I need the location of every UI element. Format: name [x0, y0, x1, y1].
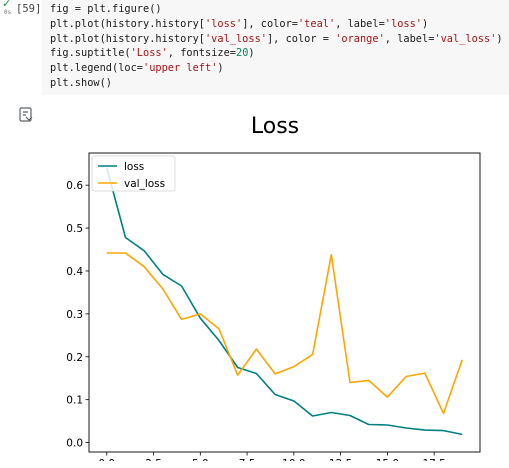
code-token: ) — [496, 32, 503, 45]
x-tick-label: 15.0 — [376, 458, 399, 461]
code-token: plt.plot(history.history[ — [50, 17, 205, 30]
execution-count: [59] — [16, 3, 42, 15]
code-token: 'Loss' — [130, 47, 168, 60]
code-token: 'loss' — [384, 17, 422, 30]
code-line: plt.plot(history.history['val_loss'], co… — [50, 32, 503, 47]
code-line: fig = plt.figure() — [50, 2, 503, 17]
x-tick-label: 0.0 — [98, 458, 115, 461]
code-token: 'orange' — [335, 32, 385, 45]
legend-label: loss — [124, 161, 144, 173]
code-token: 'loss' — [204, 17, 243, 30]
code-token: , fontsize= — [167, 47, 236, 60]
x-tick-label: 5.0 — [192, 458, 209, 461]
output-toggle-icon[interactable] — [18, 107, 34, 123]
code-cell[interactable]: ✓ 0s [59] fig = plt.figure() plt.plot(his… — [0, 0, 509, 97]
code-line: plt.plot(history.history['loss'], color=… — [50, 17, 503, 32]
elapsed-time: 0s — [4, 9, 12, 16]
code-line: fig.suptitle('Loss', fontsize=20) — [50, 46, 503, 61]
y-tick-label: 0.6 — [66, 180, 83, 192]
x-tick-label: 17.5 — [422, 458, 445, 461]
code-line: plt.legend(loc='upper left') — [50, 61, 503, 76]
loss-chart: Loss 0.0 2.5 5.0 7.5 10.0 12.5 15.0 17.5 0.0 0.1 0… — [66, 114, 481, 461]
x-tick-label: 12.5 — [329, 458, 352, 461]
code-text[interactable]: fig = plt.figure() plt.plot(history.histo… — [50, 2, 503, 91]
code-token: ], color = — [266, 32, 336, 45]
y-tick-label: 0.2 — [66, 352, 83, 364]
code-token: 'upper left' — [143, 62, 218, 75]
series-line-val-loss — [106, 252, 463, 415]
plot-frame — [88, 152, 481, 453]
y-tick-label: 0.0 — [66, 438, 83, 450]
code-line: plt.show() — [50, 76, 503, 91]
code-token: ) — [422, 17, 429, 30]
chart-legend: loss val_loss — [91, 155, 176, 192]
y-tick-label: 0.4 — [66, 266, 83, 278]
code-token: fig = plt.figure() — [50, 3, 162, 15]
code-token: plt.plot(history.history[ — [50, 32, 205, 45]
x-tick-label: 2.5 — [145, 458, 162, 461]
chart-title: Loss — [251, 114, 299, 139]
y-tick-label: 0.1 — [66, 395, 83, 407]
check-icon: ✓ — [2, 0, 12, 10]
code-token: ) — [217, 62, 224, 75]
run-status[interactable]: ✓ 0s — [0, 0, 14, 20]
code-editor[interactable]: fig = plt.figure() plt.plot(history.histo… — [42, 0, 509, 95]
code-token: plt.show() — [50, 76, 112, 89]
y-tick-label: 0.3 — [66, 309, 83, 321]
code-token: 'teal' — [297, 17, 336, 30]
code-token: 'val_loss' — [434, 32, 497, 45]
code-token: , label= — [384, 32, 435, 45]
series-line-loss — [106, 167, 463, 436]
legend-label: val_loss — [124, 178, 165, 190]
code-token: fig.suptitle( — [50, 47, 131, 60]
code-token: 'val_loss' — [204, 32, 267, 45]
code-token: ) — [248, 47, 255, 60]
code-token: 20 — [236, 47, 249, 60]
code-token: ], color= — [242, 17, 298, 30]
y-tick-label: 0.5 — [66, 223, 83, 235]
code-token: , label= — [335, 17, 385, 30]
x-tick-label: 10.0 — [282, 458, 305, 461]
x-tick-label: 7.5 — [239, 458, 256, 461]
code-token: plt.legend(loc= — [50, 62, 143, 75]
